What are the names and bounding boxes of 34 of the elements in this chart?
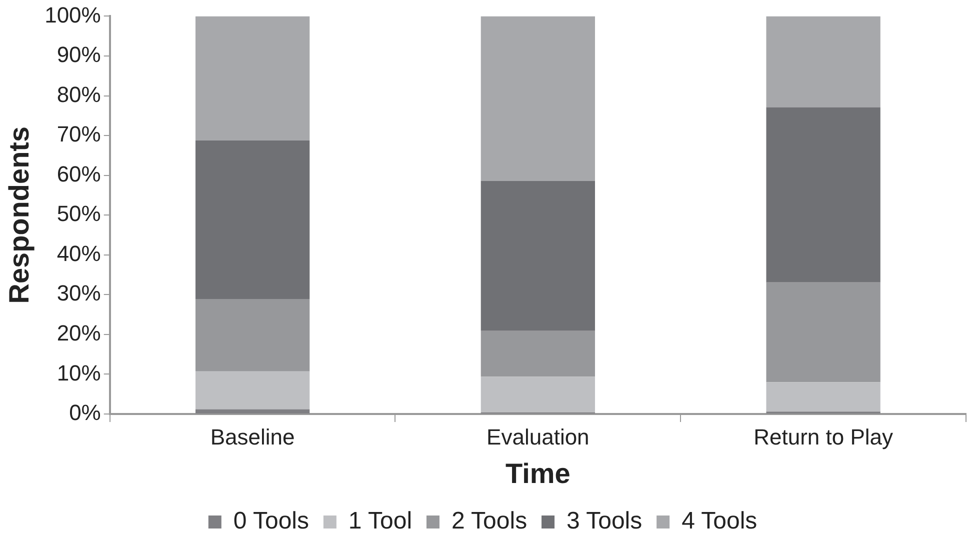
- legend-label: 0 Tools: [233, 508, 309, 535]
- bar: [766, 382, 880, 412]
- y-axis-title: Respondents: [4, 126, 35, 304]
- bar: [195, 140, 310, 300]
- x-tick-label: Baseline: [210, 424, 295, 450]
- y-tick-label: 40%: [56, 240, 101, 266]
- bar: [195, 16, 310, 140]
- bar: [195, 299, 310, 372]
- bar: [766, 107, 880, 282]
- bar: [480, 330, 596, 377]
- y-tick-label: 10%: [56, 360, 101, 386]
- x-axis-title: Time: [506, 458, 570, 489]
- y-tick-label: 30%: [56, 280, 101, 306]
- bar: [480, 16, 596, 181]
- bar: [766, 282, 880, 382]
- legend-label: 4 Tools: [682, 508, 758, 535]
- bar: [766, 16, 880, 108]
- y-tick-label: 70%: [56, 122, 101, 147]
- legend-label: 3 Tools: [566, 508, 642, 535]
- y-tick-label: 80%: [56, 82, 101, 107]
- x-tick-label: Evaluation: [486, 424, 590, 450]
- bar: [480, 376, 596, 412]
- y-tick-label: 20%: [56, 320, 101, 346]
- y-tick-label: 90%: [56, 42, 101, 68]
- y-tick-label: 60%: [56, 161, 101, 186]
- y-tick-label: 0%: [69, 400, 101, 426]
- legend-label: 1 Tool: [348, 508, 412, 535]
- y-tick-label: 50%: [56, 201, 101, 226]
- bar: [480, 180, 596, 331]
- legend-label: 2 Tools: [451, 508, 528, 535]
- bar: [195, 371, 310, 410]
- bar: [195, 409, 310, 414]
- y-tick-label: 100%: [44, 2, 101, 28]
- x-tick-label: Return to Play: [754, 424, 894, 450]
